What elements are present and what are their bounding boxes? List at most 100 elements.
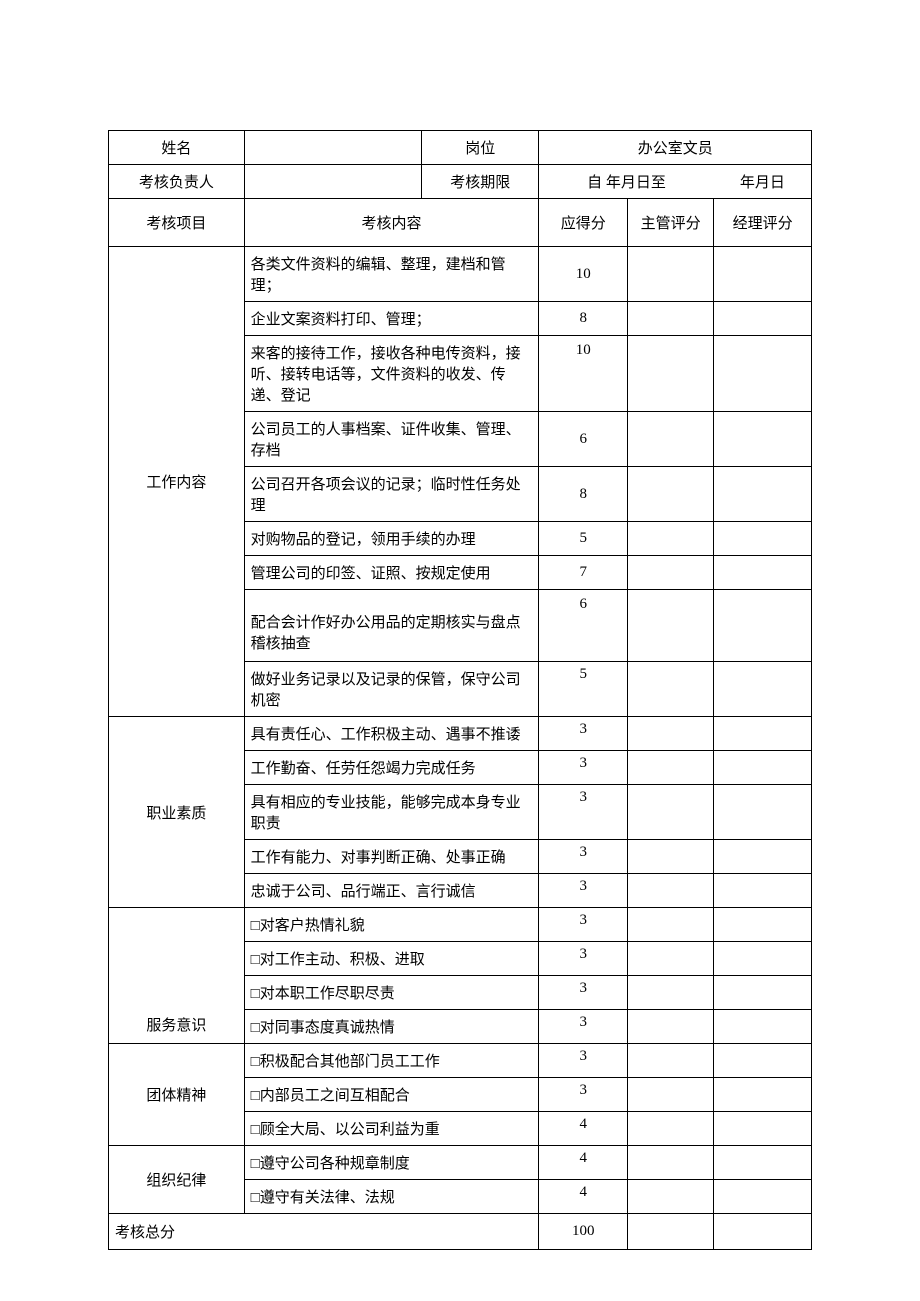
col-content: 考核内容 xyxy=(244,199,539,247)
item-content: □内部员工之间互相配合 xyxy=(244,1078,539,1112)
total-score: 100 xyxy=(539,1214,628,1250)
item-content: □对工作主动、积极、进取 xyxy=(244,942,539,976)
supervisor-score-cell xyxy=(628,556,714,590)
item-content: 公司员工的人事档案、证件收集、管理、存档 xyxy=(244,412,539,467)
table-row: 组织纪律 □遵守公司各种规章制度 4 xyxy=(109,1146,812,1180)
item-score: 8 xyxy=(539,302,628,336)
section-professional: 职业素质 xyxy=(109,717,245,908)
item-content: 企业文案资料打印、管理； xyxy=(244,302,539,336)
item-score: 3 xyxy=(539,908,628,942)
item-score: 7 xyxy=(539,556,628,590)
supervisor-score-cell xyxy=(628,942,714,976)
table-row: 职业素质 具有责任心、工作积极主动、遇事不推诿 3 xyxy=(109,717,812,751)
section-discipline: 组织纪律 xyxy=(109,1146,245,1214)
item-content: 具有责任心、工作积极主动、遇事不推诿 xyxy=(244,717,539,751)
item-content: 对购物品的登记，领用手续的办理 xyxy=(244,522,539,556)
supervisor-score-cell xyxy=(628,336,714,412)
manager-score-cell xyxy=(714,908,812,942)
supervisor-score-cell xyxy=(628,874,714,908)
item-content: 做好业务记录以及记录的保管，保守公司机密 xyxy=(244,662,539,717)
supervisor-score-cell xyxy=(628,662,714,717)
item-content: 具有相应的专业技能，能够完成本身专业职责 xyxy=(244,785,539,840)
supervisor-score-cell xyxy=(628,785,714,840)
supervisor-score-cell xyxy=(628,1010,714,1044)
item-score: 10 xyxy=(539,247,628,302)
item-content: 公司召开各项会议的记录；临时性任务处理 xyxy=(244,467,539,522)
reviewer-label: 考核负责人 xyxy=(109,165,245,199)
section-service: 服务意识 xyxy=(109,908,245,1044)
item-content: 管理公司的印签、证照、按规定使用 xyxy=(244,556,539,590)
supervisor-score-cell xyxy=(628,976,714,1010)
item-score: 5 xyxy=(539,522,628,556)
item-score: 3 xyxy=(539,1078,628,1112)
item-content: 来客的接待工作，接收各种电传资料，接听、接转电话等，文件资料的收发、传递、登记 xyxy=(244,336,539,412)
supervisor-score-cell xyxy=(628,522,714,556)
total-label: 考核总分 xyxy=(109,1214,539,1250)
item-score: 4 xyxy=(539,1180,628,1214)
item-content: □遵守有关法律、法规 xyxy=(244,1180,539,1214)
item-score: 3 xyxy=(539,840,628,874)
item-content: 忠诚于公司、品行端正、言行诚信 xyxy=(244,874,539,908)
header-row-1: 姓名 岗位 办公室文员 xyxy=(109,131,812,165)
supervisor-score-cell xyxy=(628,717,714,751)
evaluation-form-table: 姓名 岗位 办公室文员 考核负责人 考核期限 自 年月日至 年月日 考核项目 考… xyxy=(108,130,812,1250)
manager-score-cell xyxy=(714,717,812,751)
manager-score-cell xyxy=(714,751,812,785)
manager-score-cell xyxy=(714,590,812,662)
item-content: □对客户热情礼貌 xyxy=(244,908,539,942)
manager-score-cell xyxy=(714,976,812,1010)
position-value: 办公室文员 xyxy=(539,131,812,165)
item-score: 6 xyxy=(539,412,628,467)
manager-score-cell xyxy=(714,1044,812,1078)
col-score: 应得分 xyxy=(539,199,628,247)
period-to: 年月日 xyxy=(714,165,812,199)
manager-score-cell xyxy=(714,874,812,908)
item-score: 3 xyxy=(539,717,628,751)
position-label: 岗位 xyxy=(422,131,539,165)
table-row: 团体精神 □积极配合其他部门员工工作 3 xyxy=(109,1044,812,1078)
item-score: 3 xyxy=(539,1010,628,1044)
manager-score-cell xyxy=(714,247,812,302)
manager-score-cell xyxy=(714,336,812,412)
section-team: 团体精神 xyxy=(109,1044,245,1146)
item-score: 3 xyxy=(539,751,628,785)
supervisor-score-cell xyxy=(628,908,714,942)
item-score: 3 xyxy=(539,785,628,840)
manager-score-cell xyxy=(714,467,812,522)
manager-score-cell xyxy=(714,1180,812,1214)
manager-score-cell xyxy=(714,785,812,840)
section-work-content: 工作内容 xyxy=(109,247,245,717)
manager-score-cell xyxy=(714,1010,812,1044)
item-content: 各类文件资料的编辑、整理，建档和管理； xyxy=(244,247,539,302)
manager-total-cell xyxy=(714,1214,812,1250)
item-content: 配合会计作好办公用品的定期核实与盘点稽核抽查 xyxy=(244,590,539,662)
period-label: 考核期限 xyxy=(422,165,539,199)
item-content: □对同事态度真诚热情 xyxy=(244,1010,539,1044)
manager-score-cell xyxy=(714,412,812,467)
manager-score-cell xyxy=(714,522,812,556)
manager-score-cell xyxy=(714,302,812,336)
manager-score-cell xyxy=(714,1078,812,1112)
item-score: 10 xyxy=(539,336,628,412)
manager-score-cell xyxy=(714,942,812,976)
supervisor-score-cell xyxy=(628,412,714,467)
supervisor-score-cell xyxy=(628,302,714,336)
col-supervisor: 主管评分 xyxy=(628,199,714,247)
item-content: □积极配合其他部门员工工作 xyxy=(244,1044,539,1078)
item-score: 3 xyxy=(539,1044,628,1078)
item-score: 4 xyxy=(539,1146,628,1180)
supervisor-score-cell xyxy=(628,1146,714,1180)
col-manager: 经理评分 xyxy=(714,199,812,247)
supervisor-score-cell xyxy=(628,247,714,302)
supervisor-score-cell xyxy=(628,1112,714,1146)
item-content: 工作勤奋、任劳任怨竭力完成任务 xyxy=(244,751,539,785)
item-score: 6 xyxy=(539,590,628,662)
supervisor-total-cell xyxy=(628,1214,714,1250)
manager-score-cell xyxy=(714,662,812,717)
item-score: 3 xyxy=(539,942,628,976)
supervisor-score-cell xyxy=(628,467,714,522)
item-content: □遵守公司各种规章制度 xyxy=(244,1146,539,1180)
supervisor-score-cell xyxy=(628,751,714,785)
item-content: 工作有能力、对事判断正确、处事正确 xyxy=(244,840,539,874)
supervisor-score-cell xyxy=(628,1044,714,1078)
